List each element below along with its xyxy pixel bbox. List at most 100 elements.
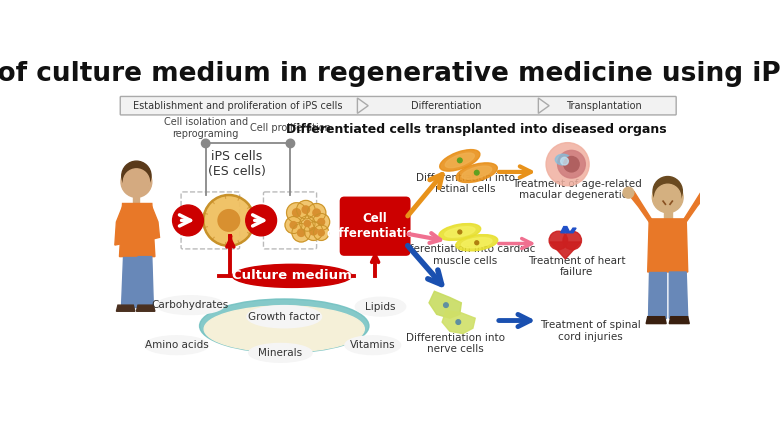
Polygon shape [133,196,140,204]
Polygon shape [669,272,688,318]
Circle shape [218,210,239,231]
Circle shape [458,230,462,234]
Ellipse shape [445,153,474,168]
Polygon shape [570,228,576,233]
Circle shape [121,166,152,198]
Ellipse shape [145,336,208,354]
Ellipse shape [232,264,352,287]
Polygon shape [442,311,475,334]
Polygon shape [647,272,666,318]
Ellipse shape [345,336,400,354]
Ellipse shape [456,235,498,251]
Circle shape [458,158,462,162]
Circle shape [474,170,479,175]
Circle shape [123,169,150,195]
Polygon shape [646,317,666,324]
Ellipse shape [157,296,224,314]
Circle shape [313,209,321,216]
Text: Cell isolation and
reprograming: Cell isolation and reprograming [164,117,248,139]
Text: Treatment of age-related
macular degeneration: Treatment of age-related macular degener… [512,179,642,201]
Polygon shape [136,305,155,311]
Circle shape [307,204,326,222]
Circle shape [314,225,329,240]
Circle shape [318,230,324,236]
Circle shape [286,203,307,223]
Text: Cell
differentiation: Cell differentiation [327,212,424,240]
Circle shape [304,220,310,226]
Polygon shape [550,242,580,259]
Circle shape [286,139,295,148]
Text: Differentiated cells transplanted into diseased organs: Differentiated cells transplanted into d… [286,123,667,136]
Circle shape [444,303,448,307]
Circle shape [652,182,683,213]
Ellipse shape [462,238,492,248]
Circle shape [701,187,712,198]
Polygon shape [357,98,368,113]
Polygon shape [561,226,570,233]
FancyBboxPatch shape [340,197,410,256]
Circle shape [563,231,581,250]
Text: Treatment of heart
failure: Treatment of heart failure [528,256,626,277]
Ellipse shape [440,150,480,171]
Polygon shape [151,207,159,239]
Ellipse shape [204,306,364,352]
Text: Lipids: Lipids [365,302,395,312]
Ellipse shape [439,223,480,240]
Circle shape [653,177,682,206]
Polygon shape [664,211,672,219]
Ellipse shape [248,306,321,327]
Circle shape [558,150,585,178]
Polygon shape [647,219,688,272]
Ellipse shape [462,166,491,179]
Circle shape [122,161,151,191]
Text: Differentiation: Differentiation [411,101,481,111]
Ellipse shape [456,163,498,183]
Text: Growth factor: Growth factor [248,312,320,321]
Circle shape [564,156,580,172]
Circle shape [296,201,315,219]
FancyBboxPatch shape [120,96,676,115]
Circle shape [302,206,310,213]
Text: Role of culture medium in regenerative medicine using iPS cells: Role of culture medium in regenerative m… [0,61,780,87]
Circle shape [172,205,204,236]
Circle shape [304,222,323,240]
Ellipse shape [200,299,369,353]
Circle shape [313,213,330,230]
Text: Differentiation into cardiac
muscle cells: Differentiation into cardiac muscle cell… [395,244,535,266]
Ellipse shape [445,227,475,237]
Text: Differentiation into
retinal cells: Differentiation into retinal cells [416,173,515,194]
Circle shape [201,139,210,148]
Circle shape [456,320,460,325]
Circle shape [285,216,302,233]
Circle shape [300,216,315,231]
Circle shape [292,209,300,217]
Text: Vitamins: Vitamins [350,340,395,350]
Text: Culture medium: Culture medium [232,269,352,283]
Text: Minerals: Minerals [258,348,303,358]
Circle shape [310,227,317,235]
Polygon shape [116,305,135,311]
Polygon shape [538,98,549,113]
Circle shape [475,241,479,245]
Circle shape [561,157,569,165]
Polygon shape [683,191,706,222]
Polygon shape [669,317,690,324]
Text: Differentiation into
nerve cells: Differentiation into nerve cells [406,333,505,354]
Text: Treatment of spinal
cord injuries: Treatment of spinal cord injuries [541,321,641,342]
Text: Amino acids: Amino acids [144,340,208,350]
Circle shape [290,222,297,229]
Ellipse shape [249,344,312,362]
Ellipse shape [356,297,406,316]
Ellipse shape [555,154,571,165]
Polygon shape [138,257,154,307]
Circle shape [292,223,310,242]
Circle shape [654,184,681,210]
Text: Carbohydrates: Carbohydrates [151,300,229,310]
Polygon shape [115,207,124,245]
Text: Transplantation: Transplantation [566,101,642,111]
Polygon shape [629,191,652,222]
Text: iPS cells
(ES cells): iPS cells (ES cells) [207,150,265,178]
Circle shape [246,205,277,236]
Circle shape [297,229,305,237]
Text: Establishment and proliferation of iPS cells: Establishment and proliferation of iPS c… [133,101,342,111]
